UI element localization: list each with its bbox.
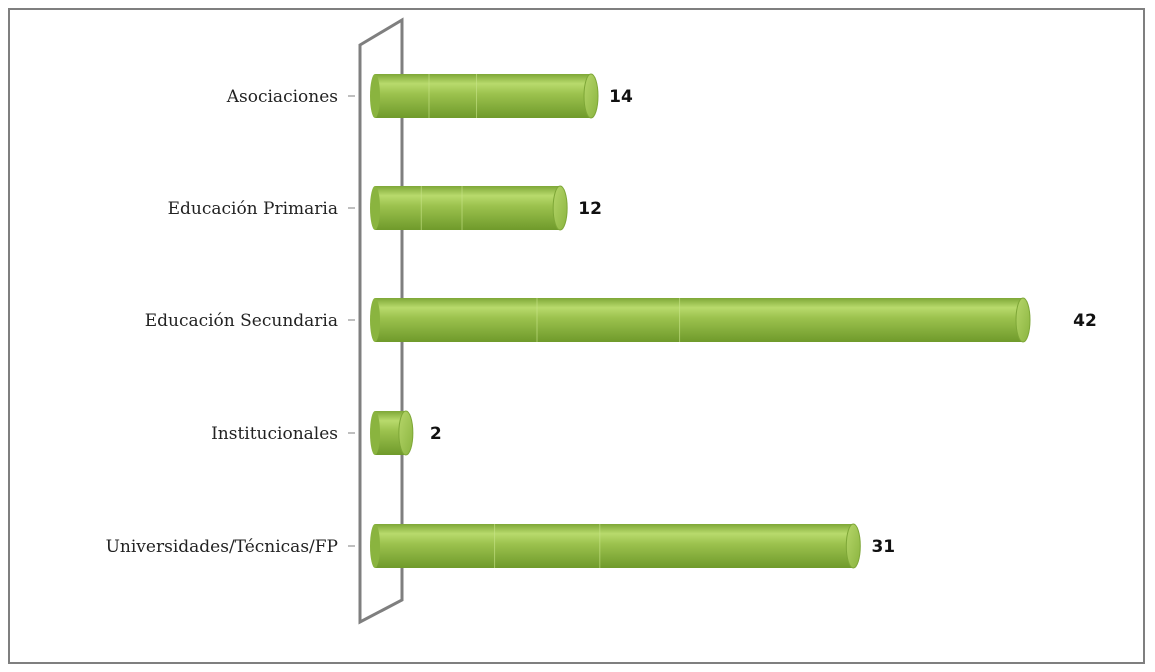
bar-start-cap <box>370 411 380 455</box>
bar-end-cap <box>583 73 599 119</box>
bar-start-cap <box>370 186 380 230</box>
category-label: Educación Primaria <box>168 199 338 219</box>
category-label: Institucionales <box>211 424 338 444</box>
category-label: Educación Secundaria <box>145 311 338 331</box>
bar-end-cap <box>552 185 568 231</box>
bar-body <box>375 186 561 230</box>
bar-end-cap <box>1015 297 1031 343</box>
value-label: 31 <box>871 537 895 557</box>
bar-1 <box>370 73 599 119</box>
bar-body <box>375 524 854 568</box>
value-label: 12 <box>578 199 602 219</box>
bar-4 <box>370 410 414 456</box>
bar-end-cap <box>845 523 861 569</box>
bar-start-cap <box>370 74 380 118</box>
bar-start-cap <box>370 298 380 342</box>
bar-body <box>375 74 591 118</box>
value-label: 42 <box>1073 311 1097 331</box>
bar-end-cap <box>398 410 414 456</box>
bar-body <box>375 298 1023 342</box>
value-label: 14 <box>609 87 633 107</box>
category-label: Asociaciones <box>226 87 338 107</box>
bar-2 <box>370 185 568 231</box>
value-label: 2 <box>430 424 442 444</box>
bar-3 <box>370 297 1031 343</box>
bar-5 <box>370 523 861 569</box>
category-label: Universidades/Técnicas/FP <box>106 537 338 557</box>
bar-start-cap <box>370 524 380 568</box>
